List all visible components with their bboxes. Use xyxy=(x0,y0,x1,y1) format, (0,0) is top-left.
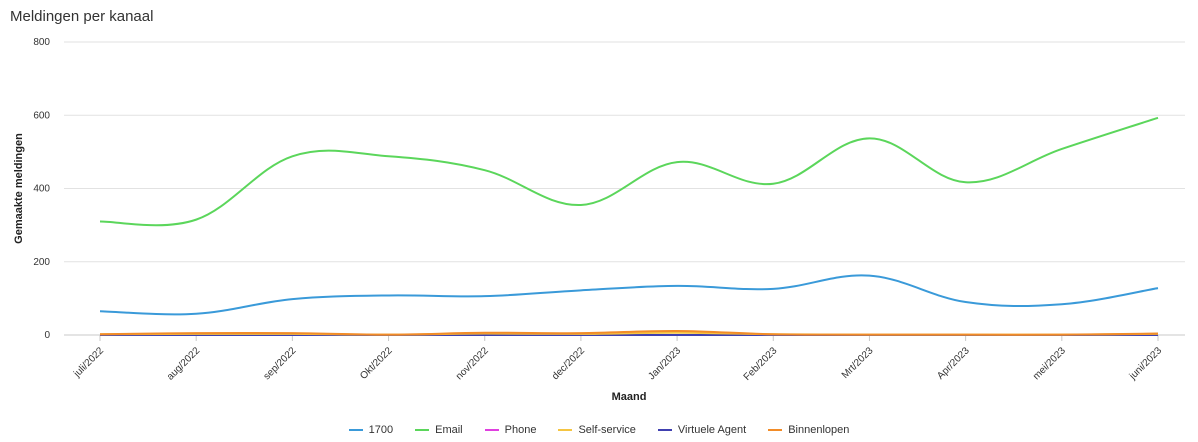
y-tick-label: 400 xyxy=(33,184,50,195)
x-tick-label: juli/2022 xyxy=(71,345,106,380)
legend-label: Email xyxy=(435,424,463,436)
x-tick-label: dec/2022 xyxy=(550,345,587,382)
legend-swatch xyxy=(348,429,363,431)
y-tick-label: 600 xyxy=(33,110,50,121)
x-tick-label: Jan/2023 xyxy=(646,345,683,382)
series-line-binnenlopen xyxy=(99,329,1159,336)
chart-legend: 1700 Email Phone Self-service Virtuele Agent… xyxy=(0,424,1198,436)
x-tick-label: aug/2022 xyxy=(165,345,203,383)
legend-label: Binnenlopen xyxy=(788,424,850,436)
legend-item[interactable]: 1700 xyxy=(348,424,394,436)
legend-label: Phone xyxy=(504,424,537,436)
legend-item[interactable]: Phone xyxy=(484,424,537,436)
legend-swatch xyxy=(558,429,573,431)
y-axis-label: Gemaakte meldingen xyxy=(13,133,25,244)
x-tick-label: mei/2023 xyxy=(1031,345,1068,382)
x-tick-label: juni/2023 xyxy=(1127,345,1164,382)
x-tick-label: Mrt/2023 xyxy=(840,345,876,381)
legend-swatch xyxy=(484,429,499,431)
legend-item[interactable]: Email xyxy=(415,424,463,436)
legend-swatch xyxy=(768,429,783,431)
y-tick-label: 800 xyxy=(33,37,50,48)
series-line-email xyxy=(99,116,1159,227)
y-tick-label: 200 xyxy=(33,257,50,268)
x-axis-ticks: juli/2022 aug/2022 sep/2022 Okt/2022 nov/202… xyxy=(71,335,1164,383)
legend-label: Virtuele Agent xyxy=(677,424,747,436)
x-tick-label: Feb/2023 xyxy=(742,345,780,383)
y-axis-ticks: 0 200 400 600 800 xyxy=(33,37,50,341)
legend-label: Self-service xyxy=(578,424,636,436)
legend-label: 1700 xyxy=(368,424,394,436)
legend-item[interactable]: Self-service xyxy=(558,424,636,436)
chart-title: Meldingen per kanaal xyxy=(10,8,154,25)
legend-item[interactable]: Binnenlopen xyxy=(768,424,849,436)
legend-item[interactable]: Virtuele Agent xyxy=(657,424,747,436)
x-tick-label: Okt/2022 xyxy=(358,345,395,382)
x-tick-label: sep/2022 xyxy=(262,345,299,382)
legend-swatch xyxy=(415,429,430,431)
y-tick-label: 0 xyxy=(44,330,50,341)
x-axis-label: Maand xyxy=(612,391,647,403)
series-lines xyxy=(99,116,1159,337)
x-tick-label: Apr/2023 xyxy=(935,345,972,382)
x-tick-label: nov/2022 xyxy=(454,345,491,382)
legend-swatch xyxy=(657,429,672,431)
series-line-1700 xyxy=(99,274,1159,316)
